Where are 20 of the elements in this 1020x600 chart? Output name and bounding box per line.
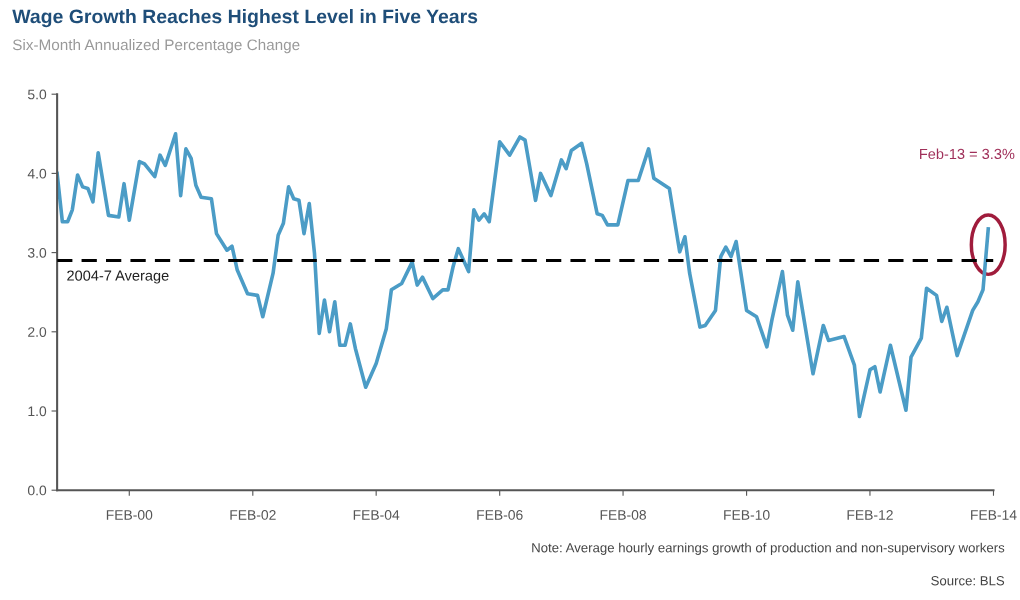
- x-tick-label: FEB-14: [971, 510, 1017, 520]
- chart-title: Wage Growth Reaches Highest Level in Five Years: [12, 9, 478, 28]
- x-tick-label: FEB-04: [353, 510, 400, 520]
- x-tick-label: FEB-00: [106, 510, 153, 520]
- annotation: Feb-13 = 3.3%: [920, 148, 1015, 160]
- x-tick-label: FEB-12: [847, 510, 893, 520]
- source-note: Source: BLS: [931, 576, 1005, 586]
- x-tick-label: FEB-06: [477, 510, 523, 520]
- y-tick-label: 5.0: [27, 89, 47, 100]
- x-tick-label: FEB-10: [724, 510, 770, 520]
- chart-subtitle: Six-Month Annualized Percentage Change: [12, 39, 300, 54]
- y-tick-label: 4.0: [27, 168, 47, 179]
- ref-line-label: 2004-7 Average: [67, 270, 169, 284]
- x-tick-label: FEB-08: [600, 510, 646, 520]
- y-tick-label: 1.0: [28, 406, 47, 417]
- y-tick-label: 3.0: [27, 247, 47, 258]
- text: Note: Average hourly earnings growth of production and non-supervisory workers: [532, 542, 1005, 555]
- y-tick-label: 0.0: [27, 485, 47, 496]
- y-tick-label: 2.0: [28, 327, 47, 337]
- x-tick-label: FEB-02: [230, 510, 276, 520]
